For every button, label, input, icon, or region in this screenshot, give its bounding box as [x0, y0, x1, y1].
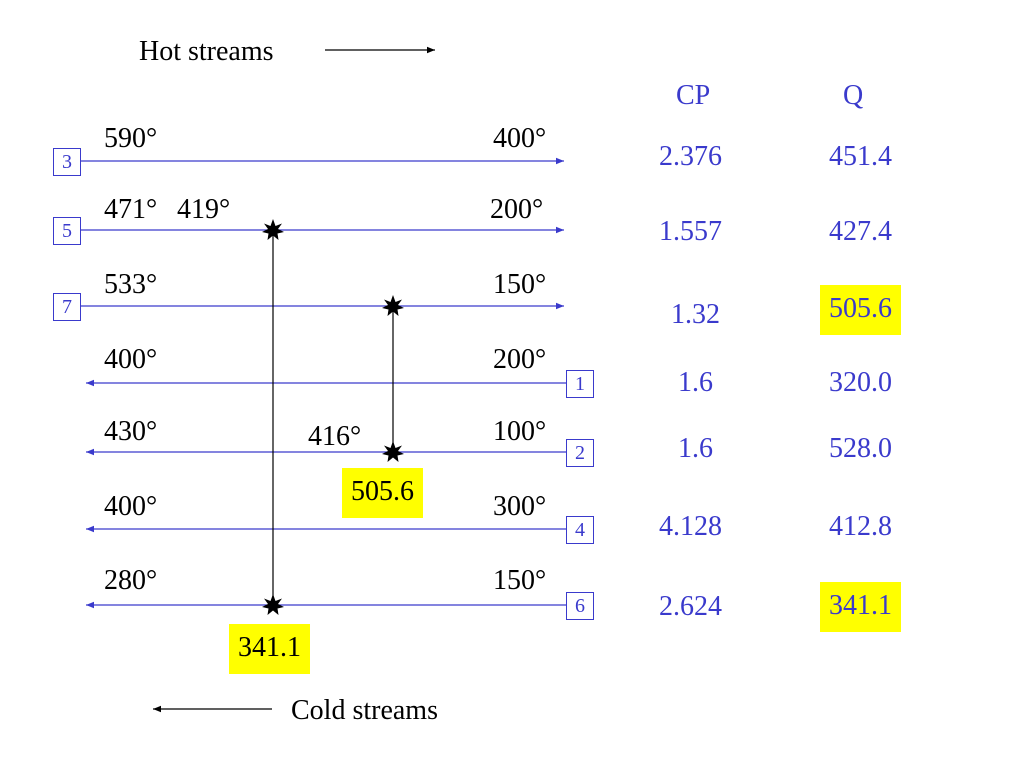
stream-left-temp: 590°	[104, 123, 158, 154]
stream-left-temp: 400°	[104, 491, 158, 522]
stream-right-temp: 400°	[493, 123, 547, 154]
stream-id-box: 1	[566, 370, 594, 398]
hot-streams-label: Hot streams	[139, 36, 274, 67]
stream-id-box: 4	[566, 516, 594, 544]
stream-right-temp: 200°	[493, 344, 547, 375]
stream-right-temp: 300°	[493, 491, 547, 522]
q-value: 451.4	[829, 141, 892, 172]
q-value-highlighted: 341.1	[820, 582, 901, 632]
exchanger-star-icon	[262, 594, 284, 615]
q-value: 528.0	[829, 433, 892, 464]
q-value-highlighted: 505.6	[820, 285, 901, 335]
stream-left-temp: 533°	[104, 269, 158, 300]
cp-value: 4.128	[659, 511, 722, 542]
match-duty-label: 505.6	[342, 468, 423, 518]
stream-split-temp: 419°	[177, 194, 231, 225]
exchanger-star-icon	[262, 219, 284, 240]
stream-id-box: 3	[53, 148, 81, 176]
match-duty-label: 341.1	[229, 624, 310, 674]
stream-right-temp: 150°	[493, 269, 547, 300]
cp-value: 2.376	[659, 141, 722, 172]
q-header: Q	[843, 80, 864, 111]
cp-value: 2.624	[659, 591, 722, 622]
cp-value: 1.6	[678, 367, 713, 398]
cp-value: 1.6	[678, 433, 713, 464]
stream-left-temp: 430°	[104, 416, 158, 447]
stream-left-temp: 400°	[104, 344, 158, 375]
cp-value: 1.32	[671, 299, 720, 330]
stream-id-box: 5	[53, 217, 81, 245]
stream-id-box: 2	[566, 439, 594, 467]
cp-value: 1.557	[659, 216, 722, 247]
stream-id-box: 6	[566, 592, 594, 620]
stream-right-temp: 100°	[493, 416, 547, 447]
q-value: 412.8	[829, 511, 892, 542]
q-value: 427.4	[829, 216, 892, 247]
stream-left-temp: 471°	[104, 194, 158, 225]
stream-right-temp: 150°	[493, 565, 547, 596]
intermediate-temp-label: 416°	[308, 421, 362, 452]
stream-id-box: 7	[53, 293, 81, 321]
q-value: 320.0	[829, 367, 892, 398]
stream-right-temp: 200°	[490, 194, 544, 225]
exchanger-star-icon	[382, 295, 404, 316]
exchanger-star-icon	[382, 441, 404, 462]
stream-left-temp: 280°	[104, 565, 158, 596]
cp-header: CP	[676, 80, 711, 111]
cold-streams-label: Cold streams	[291, 695, 438, 726]
